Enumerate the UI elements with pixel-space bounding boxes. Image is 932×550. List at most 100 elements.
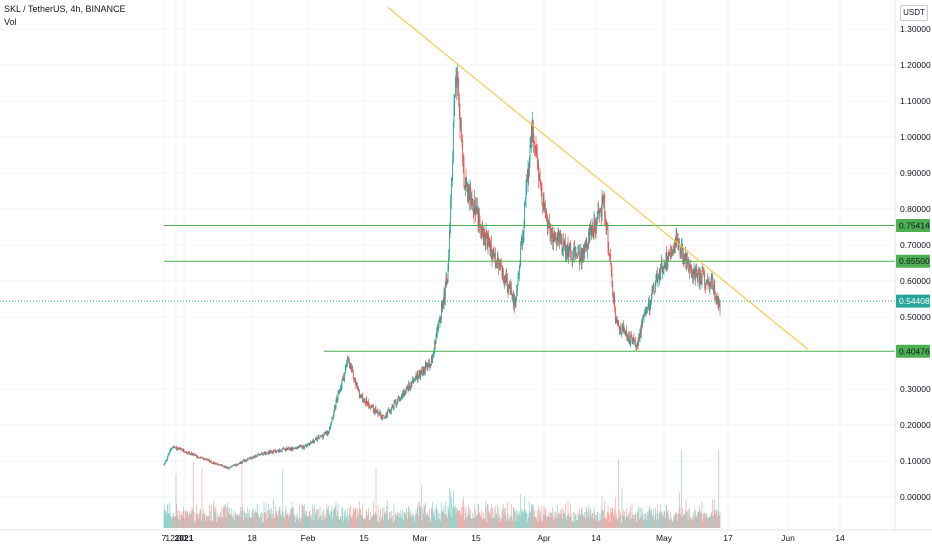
- candle-body: [282, 448, 284, 450]
- candle-body: [272, 450, 274, 454]
- candle-body: [336, 398, 338, 401]
- volume-bar: [473, 518, 475, 528]
- volume-bar: [622, 514, 624, 528]
- candle-body: [172, 447, 174, 449]
- candle-body: [418, 376, 420, 379]
- candle-body: [302, 445, 304, 449]
- candle-body: [419, 370, 421, 378]
- candle-body: [400, 396, 402, 401]
- volume-bar: [612, 508, 614, 528]
- candle-body: [238, 462, 240, 464]
- candle-body: [272, 451, 274, 454]
- volume-bar: [166, 505, 168, 528]
- volume-bar: [536, 510, 538, 528]
- candle-body: [569, 243, 571, 250]
- volume-bar: [502, 503, 504, 528]
- candle-body: [285, 448, 287, 451]
- volume-bar: [522, 513, 524, 528]
- candle-body: [241, 462, 243, 464]
- candle-body: [436, 332, 438, 338]
- volume-bar: [713, 509, 715, 528]
- candle-body: [420, 370, 422, 378]
- volume-bar: [460, 514, 462, 528]
- candle-body: [678, 240, 680, 246]
- volume-bar: [593, 507, 595, 528]
- volume-bar: [709, 517, 711, 528]
- candle-body: [267, 453, 269, 455]
- candle-body: [375, 408, 377, 412]
- volume-bar: [632, 518, 634, 528]
- candle-body: [341, 380, 343, 386]
- volume-bar: [674, 513, 676, 528]
- candle-body: [413, 380, 415, 382]
- candle-body: [505, 275, 507, 283]
- volume-bar: [230, 514, 232, 528]
- volume-bar: [610, 508, 612, 528]
- candle-body: [402, 393, 404, 397]
- volume-bar: [223, 508, 225, 528]
- volume-bar: [656, 520, 658, 528]
- candle-body: [170, 448, 172, 450]
- volume-bar: [308, 516, 310, 528]
- volume-bar: [332, 518, 334, 528]
- volume-bar: [564, 503, 566, 528]
- volume-bar: [697, 511, 699, 528]
- candle-body: [473, 209, 475, 215]
- volume-bar: [444, 501, 446, 528]
- candle-body: [610, 256, 612, 264]
- volume-bar: [669, 519, 671, 528]
- candle-body: [428, 361, 430, 367]
- volume-bar: [529, 511, 531, 528]
- candle-body: [314, 440, 316, 443]
- candle-body: [184, 451, 186, 453]
- candle-body: [411, 382, 413, 384]
- volume-bar: [338, 516, 340, 528]
- volume-bar: [330, 510, 332, 528]
- volume-bar: [646, 511, 648, 528]
- candle-body: [559, 232, 561, 237]
- candle-body: [650, 300, 652, 304]
- candle-body: [508, 285, 510, 287]
- candle-body: [708, 283, 710, 286]
- candle-body: [572, 258, 574, 260]
- candle-body: [328, 431, 330, 435]
- candle-body: [364, 402, 366, 404]
- candle-body: [555, 239, 557, 241]
- volume-bar: [579, 513, 581, 528]
- volume-bar: [362, 504, 364, 528]
- candle-body: [671, 252, 673, 254]
- candle-body: [695, 268, 697, 272]
- candle-body: [660, 266, 662, 280]
- candle-body: [688, 266, 690, 272]
- time-tick-label: 14: [835, 533, 845, 543]
- volume-bar: [554, 511, 556, 528]
- volume-bar: [493, 508, 495, 528]
- candle-body: [177, 448, 179, 450]
- candle-body: [524, 198, 526, 202]
- volume-bar: [504, 508, 506, 528]
- candle-body: [492, 249, 494, 253]
- volume-indicator-label[interactable]: Vol: [4, 17, 17, 27]
- volume-bar: [284, 509, 286, 528]
- volume-bar: [557, 517, 559, 528]
- candle-body: [308, 444, 310, 446]
- candle-body: [441, 304, 443, 308]
- candle-body: [434, 341, 436, 350]
- candle-body: [558, 236, 560, 241]
- volume-bar: [681, 516, 683, 528]
- candle-body: [386, 413, 388, 417]
- candle-body: [240, 462, 242, 464]
- volume-bar: [486, 503, 488, 528]
- volume-bar: [553, 511, 555, 528]
- volume-bar: [508, 520, 510, 528]
- candle-body: [431, 357, 433, 363]
- volume-bar: [479, 514, 481, 528]
- volume-bar: [256, 511, 258, 528]
- volume-bar: [716, 509, 718, 528]
- candle-body: [507, 289, 509, 291]
- currency-button[interactable]: USDT: [900, 5, 928, 21]
- volume-bar: [404, 512, 406, 528]
- candle-body: [396, 400, 398, 405]
- candle-body: [680, 246, 682, 257]
